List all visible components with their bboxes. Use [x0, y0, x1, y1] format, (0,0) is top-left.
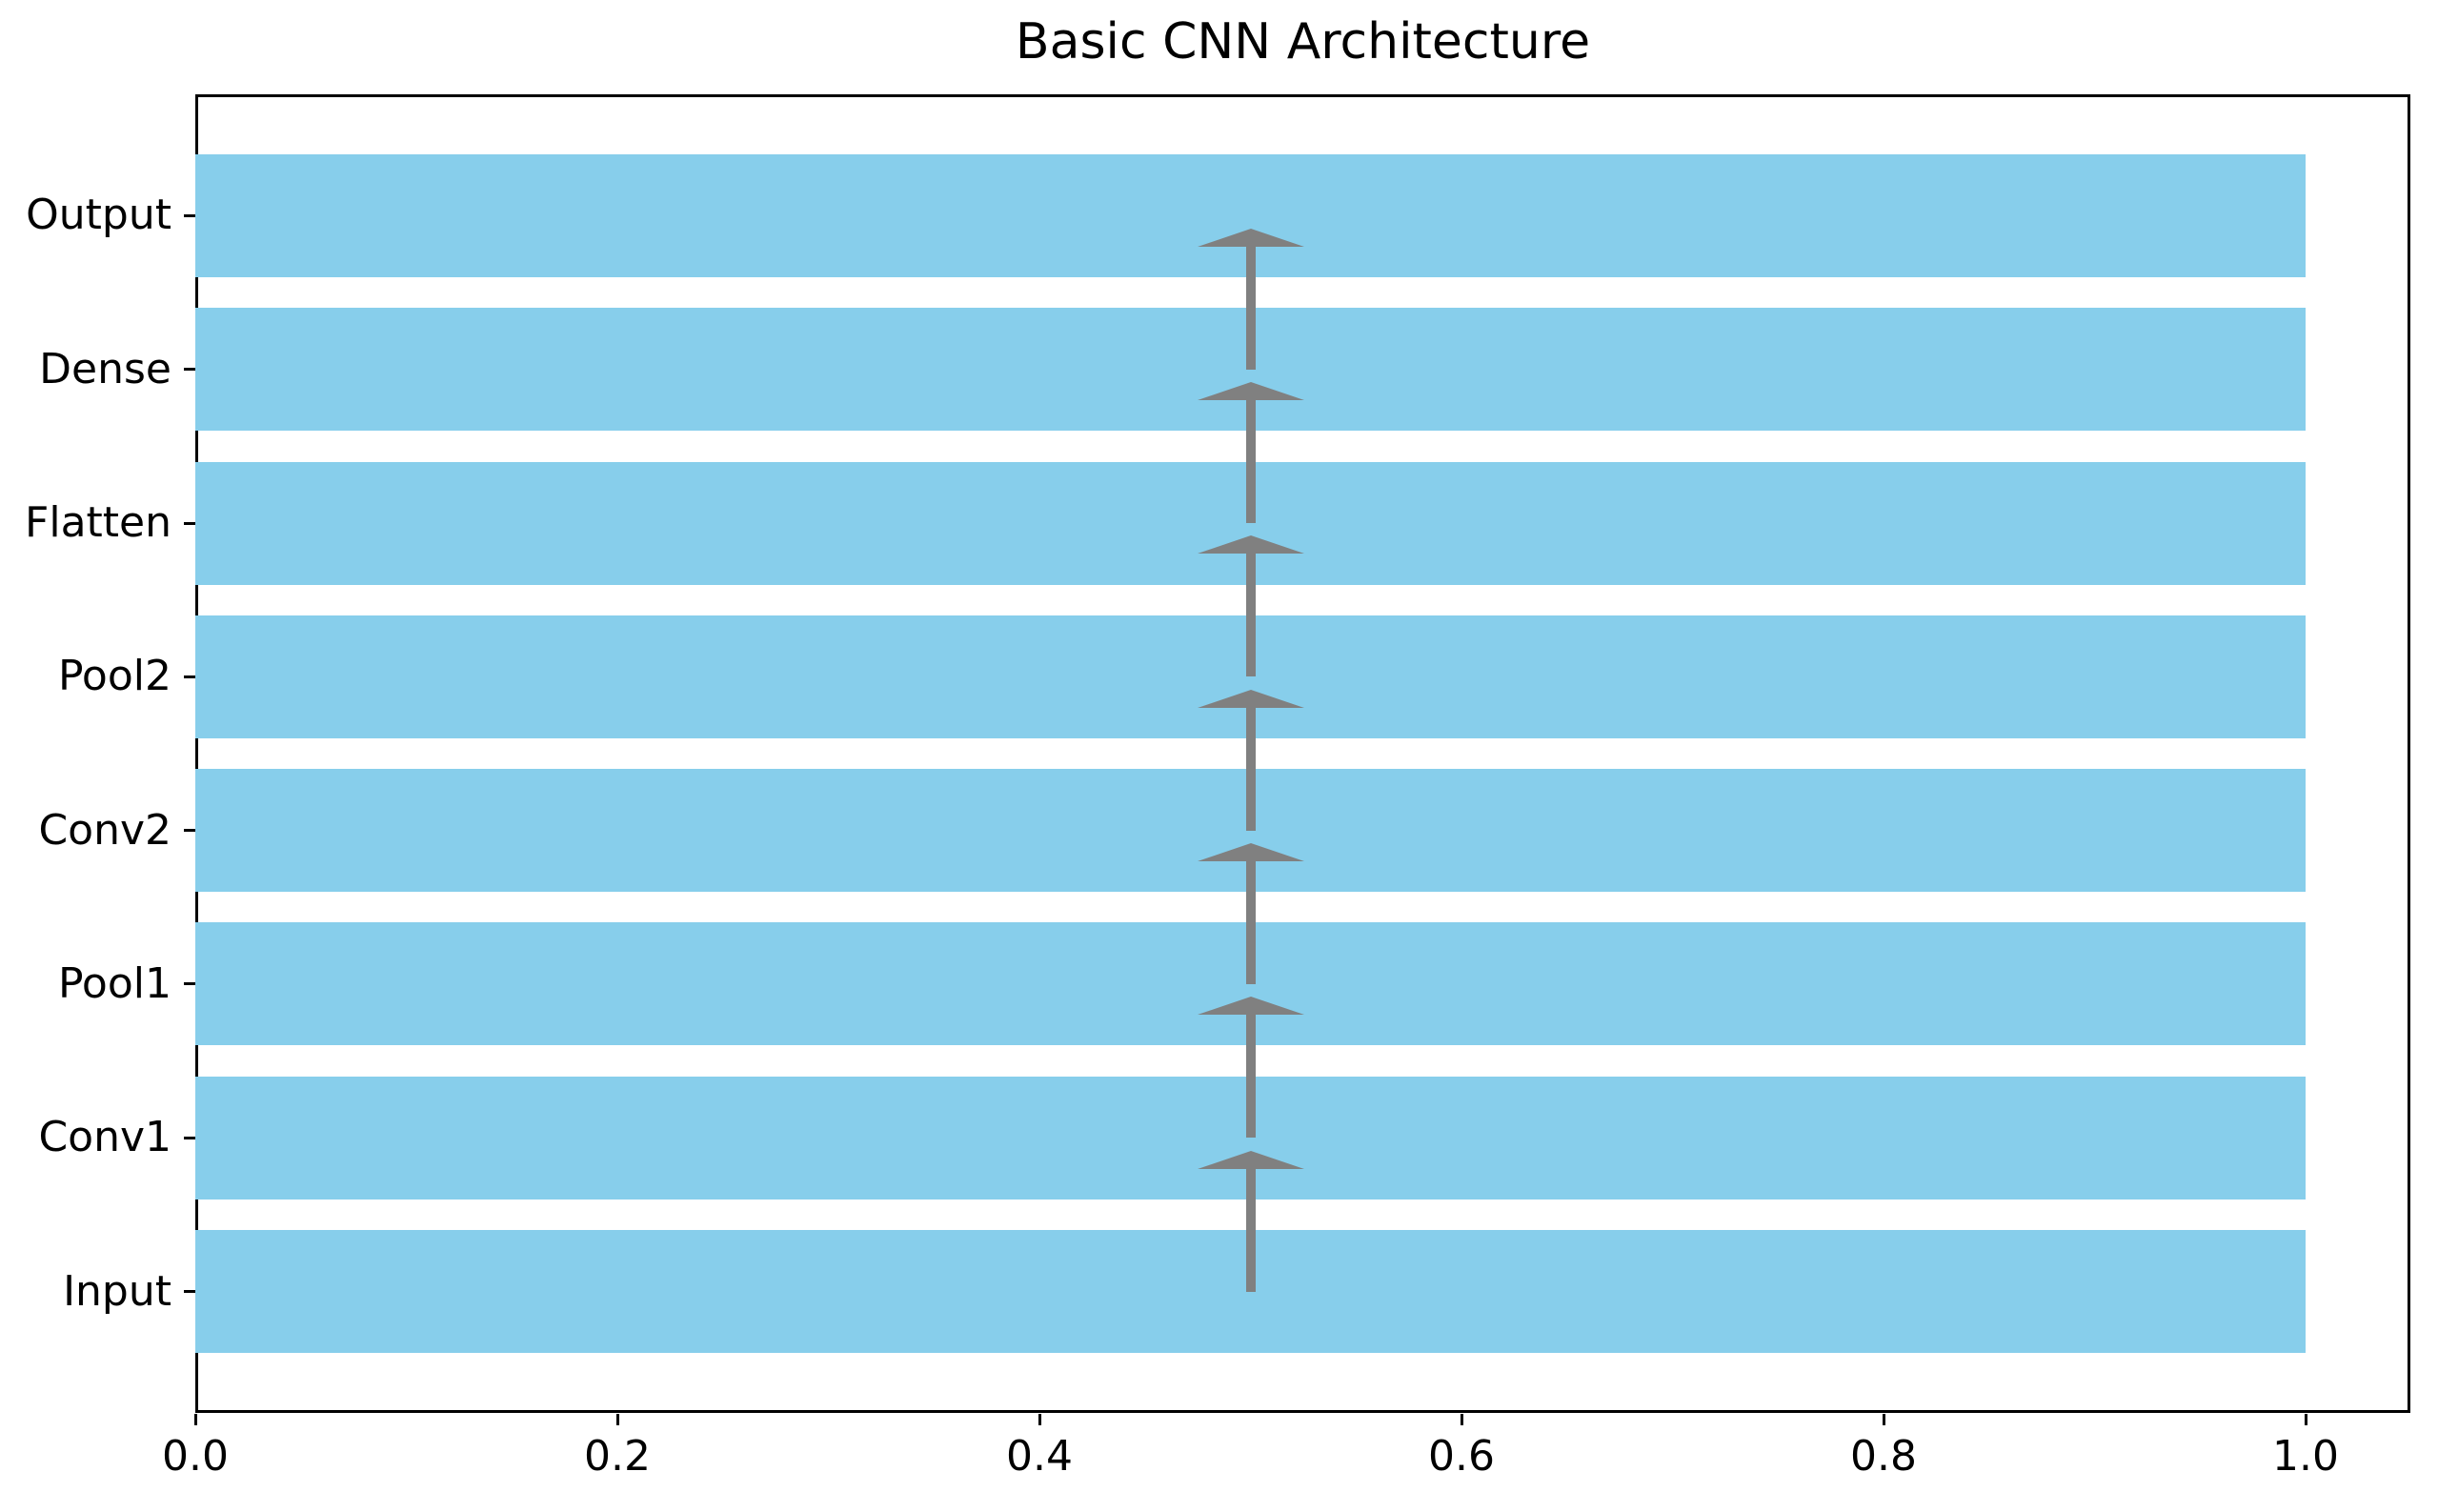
y-tick-label-flatten: Flatten — [25, 498, 171, 547]
plot-area — [195, 94, 2410, 1413]
x-tick-mark-0.6 — [1461, 1414, 1463, 1425]
x-tick-mark-0.0 — [194, 1414, 197, 1425]
arrow-flatten-to-dense-head — [1198, 382, 1304, 400]
x-tick-mark-0.4 — [1038, 1414, 1041, 1425]
y-tick-mark-dense — [184, 368, 195, 371]
arrow-conv2-to-pool2-head — [1198, 690, 1304, 708]
arrow-pool2-to-flatten-shaft — [1246, 554, 1256, 676]
chart-title: Basic CNN Architecture — [1015, 13, 1591, 71]
x-tick-mark-0.2 — [616, 1414, 619, 1425]
y-tick-label-pool1: Pool1 — [57, 959, 171, 1008]
x-tick-label-0.0: 0.0 — [162, 1432, 229, 1481]
arrow-pool1-to-conv2-shaft — [1246, 861, 1256, 984]
y-tick-label-dense: Dense — [39, 345, 171, 393]
arrow-dense-to-output-head — [1198, 229, 1304, 247]
x-tick-label-1.0: 1.0 — [2272, 1432, 2339, 1481]
y-tick-mark-pool2 — [184, 675, 195, 678]
y-tick-mark-output — [184, 214, 195, 217]
arrow-flatten-to-dense-shaft — [1246, 400, 1256, 523]
arrow-input-to-conv1-head — [1198, 1151, 1304, 1169]
x-tick-label-0.6: 0.6 — [1428, 1432, 1495, 1481]
y-tick-label-conv1: Conv1 — [38, 1113, 171, 1161]
y-tick-mark-conv1 — [184, 1137, 195, 1139]
x-tick-label-0.4: 0.4 — [1006, 1432, 1073, 1481]
arrow-pool1-to-conv2-head — [1198, 843, 1304, 861]
y-tick-mark-input — [184, 1290, 195, 1293]
arrow-conv1-to-pool1-shaft — [1246, 1015, 1256, 1138]
y-tick-label-input: Input — [63, 1267, 171, 1316]
y-tick-mark-flatten — [184, 522, 195, 525]
x-tick-label-0.2: 0.2 — [584, 1432, 651, 1481]
y-tick-label-output: Output — [26, 191, 171, 239]
x-tick-label-0.8: 0.8 — [1850, 1432, 1917, 1481]
y-tick-mark-conv2 — [184, 829, 195, 832]
arrow-input-to-conv1-shaft — [1246, 1169, 1256, 1292]
arrow-dense-to-output-shaft — [1246, 247, 1256, 370]
x-tick-mark-0.8 — [1883, 1414, 1885, 1425]
y-tick-mark-pool1 — [184, 982, 195, 985]
arrow-conv1-to-pool1-head — [1198, 997, 1304, 1015]
x-tick-mark-1.0 — [2305, 1414, 2307, 1425]
arrow-pool2-to-flatten-head — [1198, 535, 1304, 554]
y-tick-label-conv2: Conv2 — [38, 806, 171, 855]
arrow-conv2-to-pool2-shaft — [1246, 708, 1256, 831]
y-tick-label-pool2: Pool2 — [57, 652, 171, 700]
